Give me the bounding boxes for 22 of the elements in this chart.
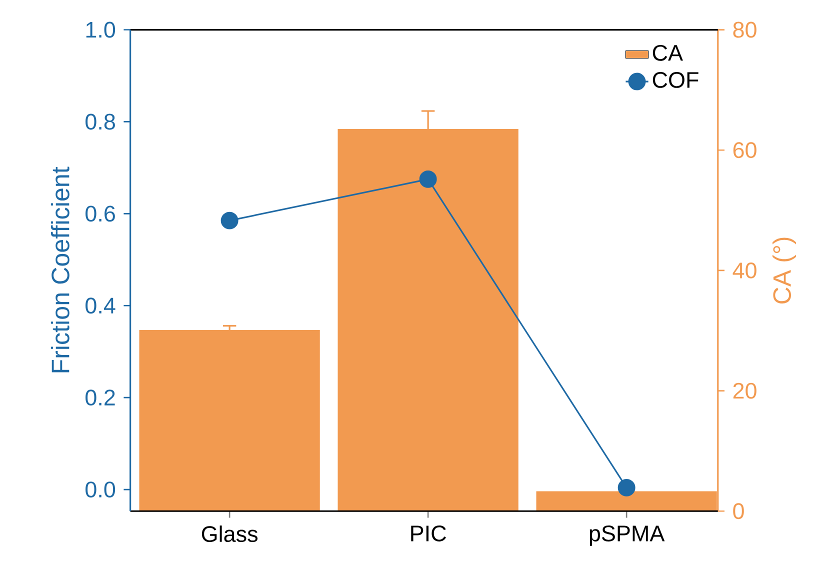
legend-label: COF — [652, 72, 698, 88]
point — [220, 212, 238, 230]
point — [618, 479, 636, 497]
y-tick-label: 0.6 — [86, 206, 115, 222]
y-axis-title: Friction Coefficient — [50, 166, 70, 372]
bar — [139, 330, 320, 512]
y2-axis-title: CA (°) — [772, 238, 796, 304]
legend-label: CA — [652, 45, 683, 62]
x-tick-label: PIC — [411, 526, 446, 542]
y-tick-label: 1.0 — [86, 22, 116, 38]
y2-tick-label: 20 — [733, 382, 756, 399]
y2-tick-label: 0 — [733, 503, 744, 520]
y2-tick-label: 60 — [733, 142, 756, 158]
y-tick-label: 0.0 — [86, 482, 116, 498]
y-tick-label: 0.2 — [86, 390, 115, 406]
y-tick-label: 0.8 — [86, 114, 115, 130]
y2-tick-label: 80 — [733, 22, 756, 38]
y-tick-label: 0.4 — [86, 298, 116, 314]
x-tick-label: Glass — [202, 526, 258, 542]
point — [419, 170, 437, 188]
y2-tick-label: 40 — [732, 262, 756, 279]
x-tick-label: pSPMA — [590, 526, 665, 546]
